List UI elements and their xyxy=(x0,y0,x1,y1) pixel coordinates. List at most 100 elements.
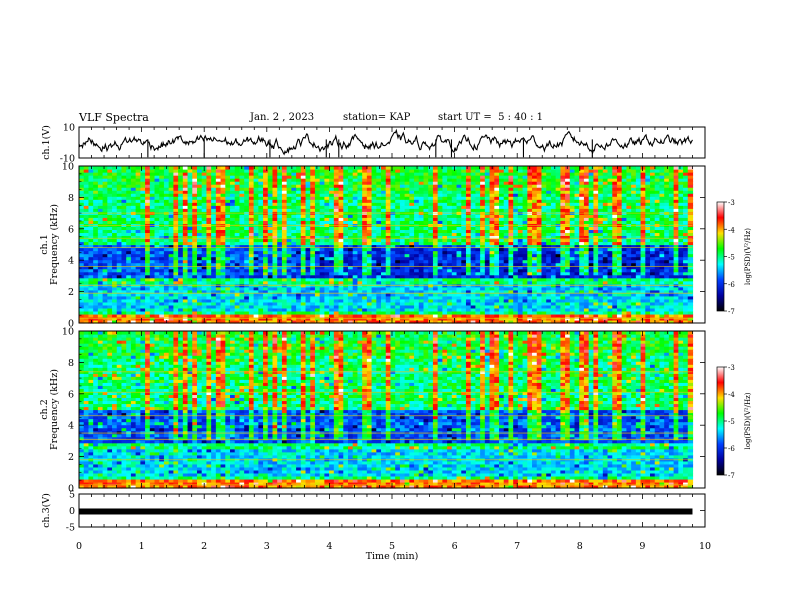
spectrogram-cell xyxy=(423,235,429,240)
spectrogram-cell xyxy=(112,277,118,282)
spectrogram-cell xyxy=(296,241,302,246)
spectrogram-cell xyxy=(390,247,396,252)
spectrogram-cell xyxy=(163,253,170,258)
spectrogram-cell xyxy=(390,304,396,309)
spectrogram-cell xyxy=(347,289,354,294)
spectrogram-cell xyxy=(607,253,613,258)
spectrogram-cell xyxy=(635,214,642,218)
spectrogram-cell xyxy=(357,262,363,267)
spectrogram-cell xyxy=(668,256,675,261)
spectrogram-cell xyxy=(428,247,434,252)
spectrogram-cell xyxy=(588,316,594,321)
spectrogram-cell xyxy=(560,316,566,321)
spectrogram-cell xyxy=(640,217,646,221)
spectrogram-cell xyxy=(598,277,604,282)
spectrogram-cell xyxy=(546,256,552,261)
spectrogram-cell xyxy=(451,208,458,212)
spectrogram-cell xyxy=(324,253,330,258)
spectrogram-cell xyxy=(381,292,387,297)
spectrogram-cell xyxy=(381,247,387,252)
spectrogram-cell xyxy=(503,259,510,264)
spectrogram-cell xyxy=(546,298,552,303)
spectrogram-cell xyxy=(607,295,613,300)
spectrogram-cell xyxy=(465,265,472,270)
spectrogram-cell xyxy=(102,232,108,237)
spectrogram-cell xyxy=(234,271,241,276)
spectrogram-cell xyxy=(357,208,363,212)
spectrogram-cell xyxy=(626,241,632,246)
spectrogram-cell xyxy=(126,244,132,249)
spectrogram-cell xyxy=(645,214,651,218)
spectrogram-cell xyxy=(107,298,113,303)
spectrogram-cell xyxy=(654,277,661,282)
spectrogram-cell xyxy=(678,262,684,267)
spectrogram-cell xyxy=(536,298,543,303)
spectrogram-cell xyxy=(503,226,510,230)
spectrogram-cell xyxy=(664,268,670,273)
spectrogram-cell xyxy=(635,220,642,224)
spectrogram-cell xyxy=(286,235,292,240)
spectrogram-cell xyxy=(659,271,665,276)
spectrogram-cell xyxy=(527,265,533,270)
spectrogram-cell xyxy=(640,274,646,279)
spectrogram-cell xyxy=(244,277,250,282)
spectrogram-cell xyxy=(192,271,198,276)
spectrogram-cell xyxy=(366,268,373,273)
spectrogram-cell xyxy=(631,310,637,315)
spectrogram-cell xyxy=(583,274,590,279)
spectrogram-cell xyxy=(418,214,425,218)
spectrogram-cell xyxy=(451,256,458,261)
spectrogram-cell xyxy=(187,205,193,209)
spectrogram-cell xyxy=(97,208,104,212)
spectrogram-cell xyxy=(362,247,368,252)
spectrogram-cell xyxy=(130,277,137,282)
spectrogram-cell xyxy=(650,292,656,297)
spectrogram-cell xyxy=(456,223,462,227)
spectrogram-cell xyxy=(569,313,576,318)
spectrogram-cell xyxy=(494,268,500,273)
spectrogram-cell xyxy=(451,238,458,243)
spectrogram-cell xyxy=(499,238,505,243)
spectrogram-cell xyxy=(579,274,585,279)
spectrogram-cell xyxy=(432,265,439,270)
spectrogram-cell xyxy=(305,223,311,227)
spectrogram-cell xyxy=(503,274,510,279)
spectrogram-cell xyxy=(484,253,491,258)
spectrogram-cell xyxy=(598,307,604,312)
spectrogram-cell xyxy=(465,268,472,273)
spectrogram-cell xyxy=(376,286,382,291)
spectrogram-cell xyxy=(550,268,557,273)
spectrogram-cell xyxy=(333,220,340,224)
spectrogram-cell xyxy=(508,238,514,243)
spectrogram-cell xyxy=(168,223,174,227)
spectrogram-cell xyxy=(673,217,679,221)
spectrogram-cell xyxy=(107,289,113,294)
spectrogram-cell xyxy=(296,289,302,294)
spectrogram-cell xyxy=(234,295,241,300)
spectrogram-cell xyxy=(555,241,561,246)
spectrogram-cell xyxy=(470,298,476,303)
spectrogram-cell xyxy=(569,295,576,300)
spectrogram-cell xyxy=(513,289,519,294)
spectrogram-cell xyxy=(333,289,340,294)
spectrogram-cell xyxy=(121,262,127,267)
spectrogram-cell xyxy=(461,310,467,315)
spectrogram-cell xyxy=(225,280,231,285)
spectrogram-cell xyxy=(399,313,406,318)
spectrogram-cell xyxy=(414,292,420,297)
spectrogram-cell xyxy=(475,304,481,309)
spectrogram-cell xyxy=(527,316,533,321)
spectrogram-cell xyxy=(574,229,580,234)
spectrogram-cell xyxy=(154,262,160,267)
spectrogram-cell xyxy=(640,304,646,309)
spectrogram-cell xyxy=(654,262,661,267)
spectrogram-cell xyxy=(668,313,675,318)
spectrogram-cell xyxy=(607,313,613,318)
spectrogram-cell xyxy=(300,247,307,252)
spectrogram-cell xyxy=(102,289,108,294)
spectrogram-cell xyxy=(178,319,184,324)
spectrogram-cell xyxy=(593,250,599,255)
spectrogram-cell xyxy=(654,304,661,309)
spectrogram-cell xyxy=(513,223,519,227)
spectrogram-cell xyxy=(484,244,491,249)
